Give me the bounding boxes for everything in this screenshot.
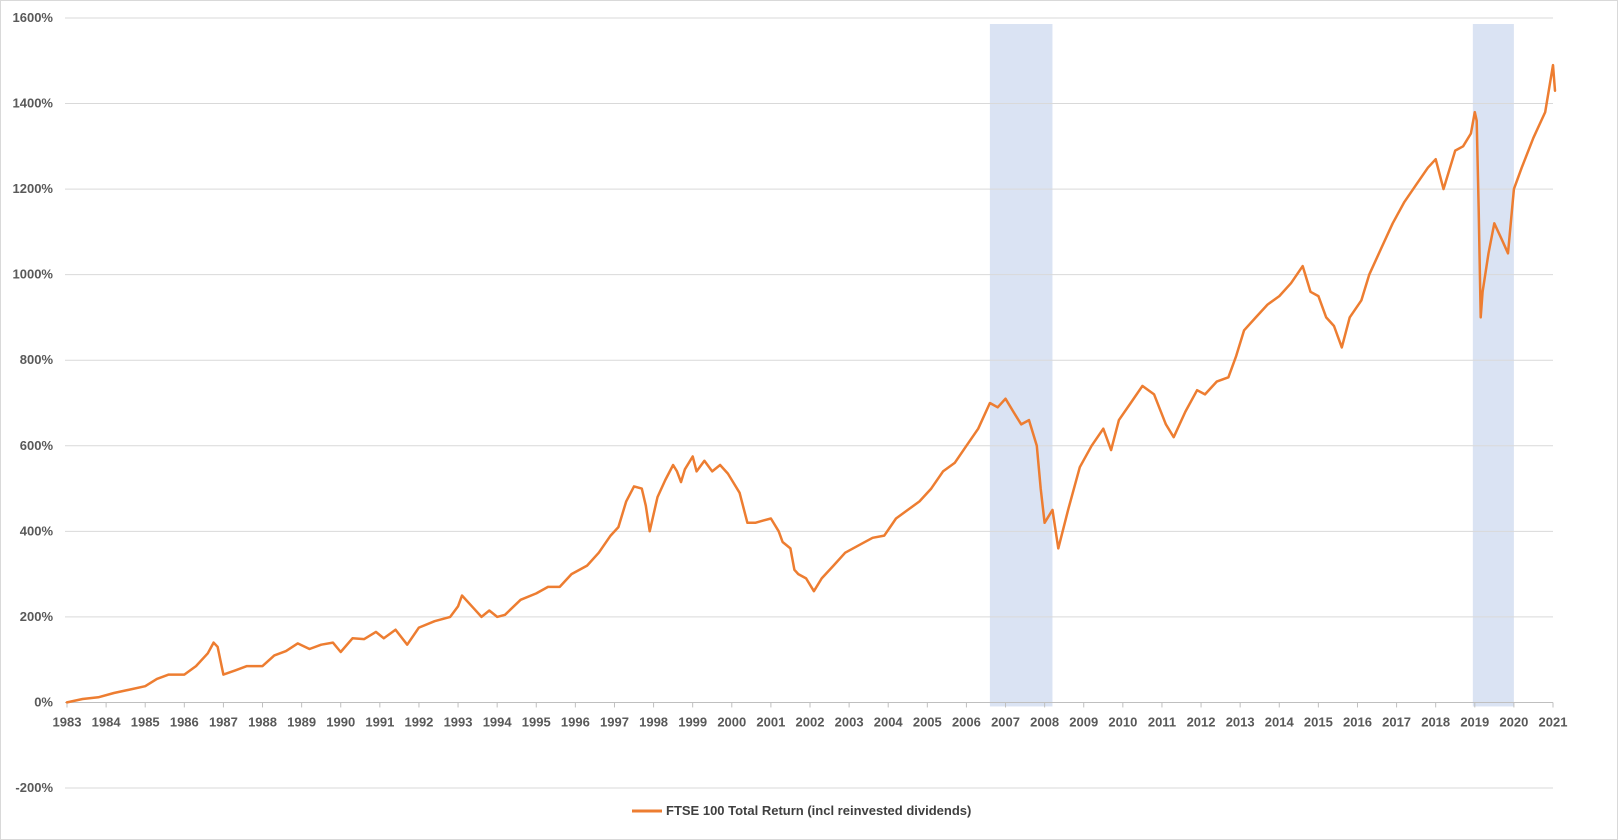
x-axis: 1983 1984 1985 1986 1987 1988 1989 1990 1991 1992…	[53, 702, 1568, 729]
x-tick-label: 1984	[92, 714, 122, 729]
y-tick-label: 200%	[20, 609, 54, 624]
shaded-region-1	[989, 24, 1053, 707]
y-axis-tick-labels: -200% 0% 200% 400% 600% 800% 1000% 1200% 1400% 16…	[13, 10, 54, 795]
x-tick-label: 2009	[1069, 714, 1098, 729]
x-tick-label: 2003	[835, 714, 864, 729]
x-tick-label: 1994	[483, 714, 513, 729]
x-tick-label: 1997	[600, 714, 629, 729]
shaded-regions	[989, 24, 1514, 707]
x-tick-label: 2020	[1499, 714, 1528, 729]
x-tick-label: 2004	[874, 714, 904, 729]
y-tick-label: 1600%	[13, 10, 54, 25]
x-tick-label: 2005	[913, 714, 942, 729]
y-tick-label: 0%	[34, 694, 53, 709]
x-tick-label: 2014	[1265, 714, 1295, 729]
x-tick-label: 1985	[131, 714, 160, 729]
x-tick-label: 1983	[53, 714, 82, 729]
legend-label: FTSE 100 Total Return (incl reinvested d…	[666, 803, 971, 818]
x-tick-label: 1993	[444, 714, 473, 729]
y-tick-label: -200%	[15, 780, 53, 795]
y-tick-label: 1000%	[13, 267, 54, 282]
x-tick-label: 2008	[1030, 714, 1059, 729]
x-tick-label: 1986	[170, 714, 199, 729]
x-tick-label: 2001	[756, 714, 785, 729]
legend: FTSE 100 Total Return (incl reinvested d…	[632, 803, 971, 818]
x-tick-label: 1988	[248, 714, 277, 729]
x-tick-label: 1990	[326, 714, 355, 729]
x-tick-label: 1999	[678, 714, 707, 729]
x-tick-label: 2021	[1539, 714, 1568, 729]
x-tick-label: 2017	[1382, 714, 1411, 729]
x-tick-label: 2012	[1187, 714, 1216, 729]
x-tick-label: 2006	[952, 714, 981, 729]
y-tick-label: 400%	[20, 523, 54, 538]
x-tick-label: 2010	[1108, 714, 1137, 729]
x-tick-label: 1998	[639, 714, 668, 729]
x-tick-label: 1992	[404, 714, 433, 729]
x-tick-label: 2000	[717, 714, 746, 729]
series-lines	[65, 63, 1557, 704]
x-tick-label: 1989	[287, 714, 316, 729]
shaded-region-2	[1472, 24, 1514, 707]
x-tick-label: 1987	[209, 714, 238, 729]
y-tick-label: 800%	[20, 352, 54, 367]
x-tick-label: 2013	[1226, 714, 1255, 729]
x-tick-label: 2019	[1460, 714, 1489, 729]
x-tick-label: 1991	[365, 714, 394, 729]
x-tick-label: 2011	[1148, 714, 1176, 729]
y-tick-label: 600%	[20, 438, 54, 453]
x-tick-label: 1995	[522, 714, 551, 729]
series-line-1	[65, 63, 1557, 704]
gridlines	[65, 17, 1553, 789]
x-tick-label: 2016	[1343, 714, 1372, 729]
x-tick-label: 2015	[1304, 714, 1333, 729]
x-tick-label: 2007	[991, 714, 1020, 729]
x-tick-label: 2002	[796, 714, 825, 729]
x-tick-label: 2018	[1421, 714, 1450, 729]
x-tick-label: 1996	[561, 714, 590, 729]
y-tick-label: 1200%	[13, 181, 54, 196]
y-tick-label: 1400%	[13, 96, 54, 111]
